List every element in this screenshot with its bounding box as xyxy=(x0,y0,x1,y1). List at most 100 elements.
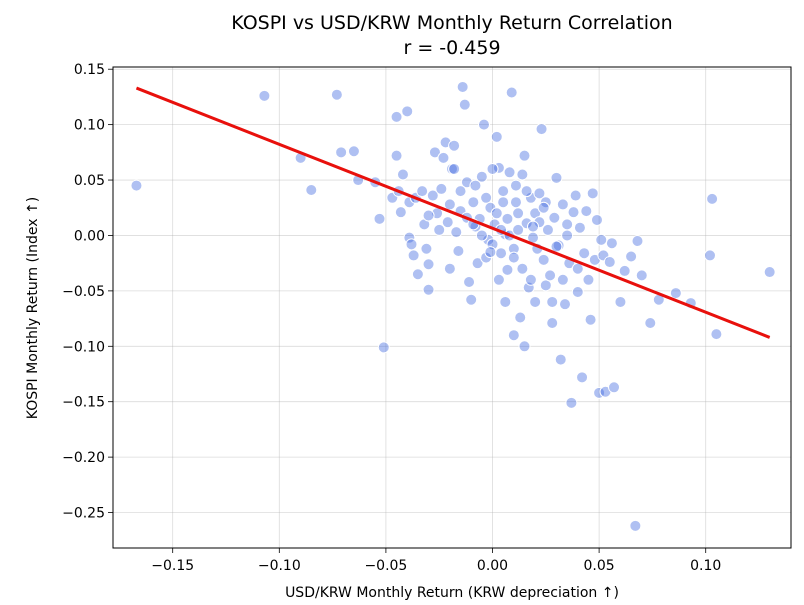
data-point xyxy=(373,212,386,225)
x-tick-label: 0.00 xyxy=(477,558,508,574)
data-point xyxy=(529,295,542,308)
data-point xyxy=(422,283,435,296)
data-point xyxy=(456,80,469,93)
data-point xyxy=(390,110,403,123)
data-point xyxy=(422,209,435,222)
data-point xyxy=(584,313,597,326)
ticks: −0.15 −0.10 −0.05 0.00 0.05 0.10 0.15 0.10 0.05 0… xyxy=(62,62,721,574)
data-point xyxy=(411,268,424,281)
data-point xyxy=(475,229,488,242)
data-point xyxy=(603,256,616,269)
data-point xyxy=(614,295,627,308)
data-point xyxy=(550,171,563,184)
data-point xyxy=(539,279,552,292)
y-tick-label: −0.15 xyxy=(62,395,105,411)
y-axis-label: KOSPI Monthly Return (Index ↑) xyxy=(25,197,41,419)
data-point xyxy=(608,381,621,394)
data-point xyxy=(512,207,525,220)
data-point xyxy=(541,223,554,236)
data-point xyxy=(635,269,648,282)
data-point xyxy=(527,220,540,233)
data-point xyxy=(512,223,525,236)
data-point xyxy=(475,170,488,183)
data-point xyxy=(573,221,586,234)
data-point xyxy=(565,396,578,409)
data-point xyxy=(569,189,582,202)
data-point xyxy=(535,123,548,136)
data-point xyxy=(507,251,520,264)
data-point xyxy=(578,247,591,260)
data-point xyxy=(484,246,497,259)
y-tick-label: −0.20 xyxy=(62,450,105,466)
plot-frame xyxy=(112,66,792,549)
data-point xyxy=(559,298,571,311)
x-tick-label: −0.05 xyxy=(364,558,407,574)
x-tick-label: −0.15 xyxy=(151,558,194,574)
grid xyxy=(113,67,791,548)
data-point xyxy=(390,149,403,162)
data-point xyxy=(561,229,574,242)
data-point xyxy=(490,130,503,143)
data-point xyxy=(533,216,546,229)
data-point xyxy=(509,196,522,209)
data-point xyxy=(433,223,446,236)
data-point xyxy=(546,295,559,308)
data-point xyxy=(443,198,456,211)
y-tick-label: −0.25 xyxy=(62,506,105,522)
data-point xyxy=(703,249,716,262)
data-point xyxy=(420,242,433,255)
data-point xyxy=(452,244,465,257)
data-point xyxy=(467,196,480,209)
y-tick-label: 0.10 xyxy=(74,118,105,134)
data-point xyxy=(556,198,569,211)
data-point xyxy=(669,287,682,300)
data-point xyxy=(618,264,631,277)
data-point xyxy=(520,185,533,198)
data-points xyxy=(130,80,776,532)
data-point xyxy=(505,86,518,99)
data-point xyxy=(524,273,537,286)
data-point xyxy=(590,213,603,226)
data-point xyxy=(706,192,719,205)
data-point xyxy=(448,162,461,175)
data-point xyxy=(497,185,510,198)
data-point xyxy=(625,250,638,263)
data-point xyxy=(396,168,409,181)
data-point xyxy=(586,187,599,200)
data-point xyxy=(469,179,482,192)
data-point xyxy=(533,187,546,200)
data-point xyxy=(471,257,484,270)
y-tick-label: 0.15 xyxy=(74,62,105,78)
data-point xyxy=(507,329,520,342)
data-point xyxy=(501,212,514,225)
data-point xyxy=(556,273,569,286)
data-point xyxy=(629,519,642,532)
data-point xyxy=(497,196,510,209)
data-point xyxy=(130,179,143,192)
data-point xyxy=(514,311,527,324)
data-point xyxy=(710,328,723,341)
data-point xyxy=(480,191,493,204)
x-tick-label: 0.10 xyxy=(690,558,721,574)
data-point xyxy=(605,237,618,250)
data-point xyxy=(405,238,418,251)
data-point xyxy=(561,218,574,231)
data-point xyxy=(499,295,512,308)
data-point xyxy=(567,206,580,219)
data-point xyxy=(516,168,529,181)
data-point xyxy=(518,149,531,162)
data-point xyxy=(644,317,657,330)
data-point xyxy=(448,139,461,152)
data-point xyxy=(518,340,531,353)
data-point xyxy=(377,341,390,354)
data-point xyxy=(394,206,407,219)
data-point xyxy=(454,185,467,198)
data-point xyxy=(548,211,561,224)
data-point xyxy=(571,285,584,298)
y-tick-label: −0.10 xyxy=(62,339,105,355)
x-tick-label: 0.05 xyxy=(584,558,615,574)
chart-title: KOSPI vs USD/KRW Monthly Return Correlat… xyxy=(231,12,672,34)
data-point xyxy=(582,273,595,286)
